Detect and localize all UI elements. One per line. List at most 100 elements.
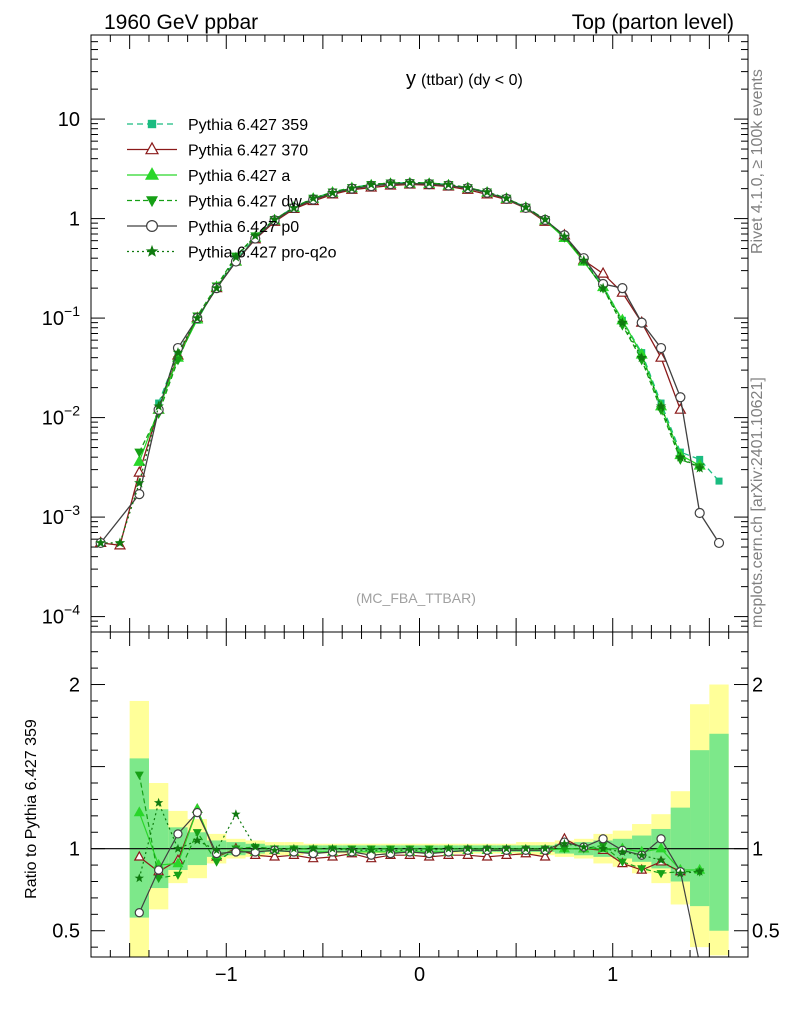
- marker-star: [327, 187, 338, 198]
- legend-item: Pythia 6.427 p0: [127, 219, 299, 236]
- marker-star: [347, 845, 357, 855]
- marker-triangle-down: [637, 865, 647, 874]
- y-tick-base: 10: [42, 607, 64, 629]
- series-line: [100, 181, 701, 544]
- legend-label: Pythia 6.427 370: [188, 143, 308, 160]
- marker-star: [423, 177, 435, 188]
- marker-circle: [231, 847, 241, 857]
- marker-triangle-open: [655, 350, 668, 362]
- marker-star: [308, 192, 319, 203]
- marker-star: [153, 797, 164, 807]
- y-tick-exp: −1: [64, 303, 80, 319]
- mcplots-label: mcplots.cern.ch [arXiv:2401.10621]: [749, 377, 766, 628]
- marker-star: [695, 866, 705, 876]
- marker-circle: [675, 392, 686, 403]
- marker-star: [578, 254, 589, 265]
- legend-label: Pythia 6.427 359: [188, 117, 308, 134]
- marker-star: [269, 845, 280, 855]
- marker-circle: [153, 865, 164, 875]
- marker-star: [540, 843, 550, 853]
- series-1: [94, 177, 687, 550]
- marker-star: [501, 843, 512, 853]
- marker-star: [269, 214, 280, 224]
- marker-star: [598, 843, 608, 853]
- header-left: 1960 GeV ppbar: [104, 11, 258, 34]
- marker-star: [134, 477, 145, 488]
- marker-star: [559, 231, 570, 241]
- marker-star: [134, 873, 144, 883]
- marker-star: [250, 230, 261, 241]
- marker-star: [655, 400, 667, 411]
- marker-star: [617, 317, 628, 328]
- marker-star: [694, 462, 705, 473]
- series-line: [100, 183, 682, 547]
- marker-triangle-down: [636, 356, 647, 366]
- marker-circle: [713, 537, 725, 549]
- marker-star: [211, 282, 222, 293]
- marker-circle: [192, 807, 202, 818]
- marker-star: [482, 843, 492, 853]
- legend-label: Pythia 6.427 p0: [188, 219, 299, 236]
- marker-circle: [173, 829, 183, 839]
- ratio-y-tick-label-right: 1: [752, 839, 763, 861]
- marker-circle: [636, 317, 647, 328]
- marker-star: [192, 312, 203, 323]
- marker-star: [597, 282, 609, 293]
- marker-triangle-down: [675, 455, 686, 465]
- marker-star: [404, 177, 416, 187]
- marker-star: [230, 251, 242, 262]
- marker-triangle-down: [656, 870, 666, 879]
- legend-item: Pythia 6.427 a: [127, 167, 290, 185]
- series-5: [95, 177, 705, 548]
- marker-star: [501, 192, 512, 203]
- marker-star: [617, 847, 628, 856]
- x-tick-label: −1: [215, 964, 238, 986]
- legend: Pythia 6.427 359 Pythia 6.427 370 Pythia 6…: [127, 117, 337, 262]
- marker-star: [385, 177, 396, 188]
- marker-circle: [366, 850, 376, 860]
- ratio-y-tick-label-right: 0.5: [752, 921, 780, 943]
- marker-star: [173, 843, 183, 853]
- y-tick-exp: −3: [64, 502, 80, 518]
- marker-star: [346, 182, 358, 193]
- x-tick-label: 0: [414, 964, 425, 986]
- marker-star: [443, 179, 454, 189]
- ratio-y-tick-label-right: 2: [752, 675, 763, 697]
- plot-title-rest: (ttbar) (dy < 0): [421, 72, 523, 89]
- marker-triangle-down: [146, 196, 158, 208]
- marker-star: [520, 201, 531, 212]
- marker-star: [231, 809, 241, 819]
- marker-star: [308, 843, 318, 853]
- y-tick-label: 10: [58, 109, 80, 131]
- marker-triangle-down: [559, 845, 569, 854]
- marker-star: [443, 843, 454, 853]
- marker-circle: [308, 848, 318, 859]
- marker-star: [637, 850, 647, 860]
- marker-triangle: [144, 167, 160, 180]
- marker-triangle-down: [617, 858, 627, 867]
- legend-item: Pythia 6.427 359: [127, 117, 308, 134]
- marker-square: [715, 477, 723, 485]
- main-series-group: [94, 176, 725, 550]
- marker-star: [579, 842, 589, 851]
- marker-triangle: [133, 454, 146, 466]
- marker-triangle-open: [539, 850, 551, 861]
- analysis-tag: (MC_FBA_TTBAR): [356, 590, 476, 606]
- legend-item: Pythia 6.427 dw: [127, 194, 302, 211]
- marker-star: [366, 845, 376, 855]
- marker-triangle-down: [617, 321, 628, 331]
- marker-triangle-open: [133, 465, 146, 477]
- marker-star: [424, 845, 434, 855]
- y-tick-label: 10−3: [42, 502, 80, 529]
- marker-triangle-open: [481, 850, 493, 861]
- ratio-y-tick-label: 1: [69, 839, 80, 861]
- series-line: [100, 182, 720, 544]
- marker-star: [385, 845, 396, 855]
- marker-star: [288, 202, 300, 213]
- header-right: Top (parton level): [572, 11, 734, 34]
- marker-circle: [655, 342, 667, 354]
- legend-label: Pythia 6.427 dw: [188, 194, 302, 211]
- ratio-plot: 0.5 0.5 1 1 2 2 −1 0 1: [52, 631, 780, 986]
- y-tick-exp: −4: [64, 602, 80, 618]
